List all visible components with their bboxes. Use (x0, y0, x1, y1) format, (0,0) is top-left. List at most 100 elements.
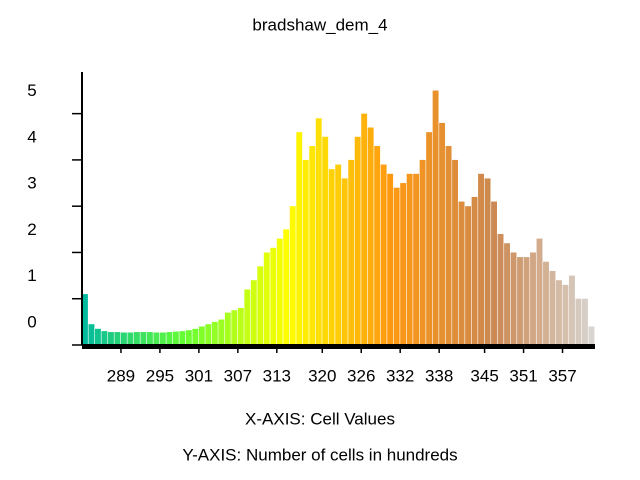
bar (133, 332, 140, 345)
bar (302, 159, 309, 345)
x-tick-label: 326 (347, 366, 375, 385)
bar (445, 146, 452, 345)
bar (543, 261, 549, 345)
bar (361, 113, 368, 345)
bar (146, 332, 153, 345)
bar (491, 201, 497, 345)
x-tick-label: 295 (146, 366, 174, 385)
bar (166, 332, 173, 345)
bar (504, 243, 510, 345)
bar (309, 146, 316, 345)
bar (582, 298, 588, 345)
bar (348, 159, 355, 345)
bar (250, 280, 257, 345)
bar (458, 201, 465, 345)
bar (380, 164, 387, 345)
bar (107, 332, 114, 345)
bar (556, 280, 562, 345)
chart-title: bradshaw_dem_4 (252, 15, 387, 34)
x-tick-label: 313 (263, 366, 291, 385)
bar (263, 252, 270, 345)
bar (153, 332, 160, 345)
bar (452, 159, 459, 345)
bar (114, 332, 121, 345)
bar (296, 132, 303, 345)
y-tick-label: 1 (27, 266, 36, 285)
bar (283, 229, 290, 345)
x-tick-label: 320 (308, 366, 336, 385)
x-tick-label: 332 (386, 366, 414, 385)
bar (270, 247, 277, 345)
bar (224, 312, 231, 345)
bar (569, 275, 575, 345)
bar (322, 136, 329, 345)
x-axis-label: X-AXIS: Cell Values (245, 409, 395, 428)
bar (276, 238, 283, 345)
x-tick-label: 357 (548, 366, 576, 385)
x-tick-label: 307 (224, 366, 252, 385)
y-tick-label: 4 (27, 127, 36, 146)
bar (439, 122, 446, 345)
bar (120, 332, 127, 345)
bar (328, 169, 335, 345)
bar (94, 328, 101, 345)
bar (244, 289, 251, 345)
bar (101, 331, 108, 345)
bar (393, 187, 400, 345)
bar (88, 324, 95, 345)
bar (530, 252, 536, 345)
bar (198, 326, 205, 345)
bar (374, 146, 381, 345)
bar (218, 319, 225, 345)
bar (387, 173, 394, 345)
y-tick-label: 3 (27, 174, 36, 193)
y-axis-label: Y-AXIS: Number of cells in hundreds (182, 445, 457, 464)
bar (82, 294, 88, 345)
bar (478, 173, 485, 345)
x-tick-label: 345 (470, 366, 498, 385)
bar (549, 270, 556, 345)
bar (484, 178, 491, 345)
bar (497, 233, 504, 345)
bar (575, 298, 582, 345)
bar (426, 132, 433, 345)
bar (471, 196, 478, 345)
x-axis (82, 344, 595, 349)
bar (211, 321, 218, 345)
bar (205, 324, 212, 345)
bar (367, 127, 374, 345)
x-tick-label: 338 (425, 366, 453, 385)
bar (465, 206, 472, 345)
y-tick-label: 0 (27, 312, 36, 331)
bar (237, 307, 244, 345)
x-tick-label: 301 (185, 366, 213, 385)
bar (315, 118, 322, 346)
bar (432, 90, 439, 345)
bar (406, 173, 413, 345)
bar (523, 257, 530, 345)
bar (185, 330, 192, 345)
y-tick-label: 5 (27, 81, 36, 100)
bar (140, 332, 147, 345)
bar (192, 328, 199, 345)
bar (289, 206, 296, 345)
bar (172, 331, 179, 345)
bar (335, 164, 342, 345)
bar (419, 159, 426, 345)
bar (257, 266, 264, 345)
bar (354, 136, 361, 345)
bar (510, 252, 517, 345)
bar (127, 332, 134, 345)
bar (562, 284, 569, 345)
bar (341, 178, 348, 345)
x-tick-label: 351 (509, 366, 537, 385)
bar (413, 173, 420, 345)
bar (517, 257, 523, 345)
bar (231, 310, 238, 345)
y-tick-label: 2 (27, 220, 36, 239)
bar (400, 183, 407, 345)
bar (588, 326, 595, 345)
bar (536, 238, 543, 345)
bar (179, 331, 186, 345)
